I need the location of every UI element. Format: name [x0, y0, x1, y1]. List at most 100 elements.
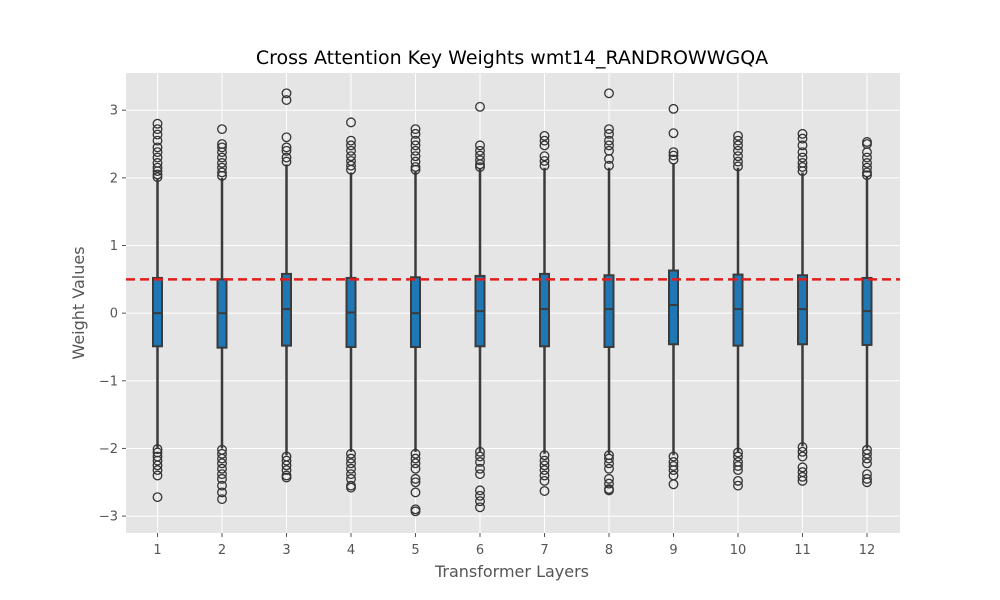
box — [732, 273, 744, 347]
y-tick-label: 3 — [110, 104, 118, 119]
outlier-point — [475, 140, 485, 151]
box-group — [410, 124, 421, 517]
outlier-point — [410, 140, 421, 151]
outlier-point — [410, 151, 421, 162]
outlier-point — [733, 145, 743, 156]
outlier-point — [281, 142, 292, 153]
outlier-point — [346, 448, 356, 459]
box — [668, 269, 679, 346]
outlier-point — [862, 162, 872, 173]
outlier-point — [152, 152, 163, 163]
outlier-point — [539, 130, 550, 141]
box — [152, 276, 163, 348]
box-group — [216, 124, 228, 505]
outlier-point — [797, 140, 808, 151]
outlier-point — [217, 124, 227, 135]
box-group — [668, 103, 679, 490]
outlier-point — [217, 152, 227, 163]
outlier-point — [733, 161, 743, 172]
outlier-point — [281, 472, 292, 483]
outlier-point — [475, 446, 485, 457]
outlier-point — [152, 118, 163, 129]
outlier-point — [217, 458, 227, 469]
outlier-point — [604, 463, 614, 474]
outlier-point — [152, 124, 163, 135]
outlier-point — [733, 447, 743, 458]
outlier-point — [539, 465, 550, 476]
box-group — [152, 118, 163, 503]
outlier-point — [152, 166, 163, 177]
outlier-point — [410, 458, 421, 469]
outlier-point — [797, 451, 808, 462]
outlier-point — [217, 453, 227, 464]
outlier-point — [733, 135, 743, 146]
outlier-point — [604, 153, 614, 164]
outlier-point — [281, 88, 292, 99]
x-tick-label: 12 — [859, 543, 876, 558]
outlier-point — [604, 140, 614, 151]
outlier-point — [152, 444, 163, 455]
box — [539, 272, 550, 348]
outlier-point — [152, 162, 163, 173]
outlier-point — [604, 128, 614, 139]
outlier-point — [668, 461, 679, 471]
outlier-point — [862, 453, 872, 464]
outlier-point — [668, 465, 679, 476]
x-tick-label: 11 — [794, 543, 811, 558]
outlier-point — [346, 482, 356, 493]
outlier-point — [346, 160, 356, 171]
outlier-point — [346, 145, 356, 156]
outlier-point — [475, 451, 485, 462]
x-tick-label: 2 — [218, 543, 226, 558]
outlier-point — [281, 156, 292, 167]
outlier-point — [539, 155, 550, 166]
outlier-point — [475, 502, 485, 513]
outlier-point — [281, 95, 292, 106]
outlier-point — [862, 152, 872, 163]
outlier-point — [152, 142, 163, 153]
box — [410, 276, 421, 348]
outlier-point — [346, 164, 356, 175]
outlier-point — [217, 463, 227, 474]
outlier-point — [797, 128, 808, 139]
outlier-point — [604, 124, 614, 135]
x-tick-label: 4 — [347, 543, 355, 558]
outlier-point — [281, 132, 292, 143]
y-tick-label: 0 — [110, 307, 118, 322]
outlier-point — [862, 448, 872, 459]
outlier-point — [668, 479, 679, 490]
x-tick-label: 1 — [153, 543, 161, 558]
outlier-point — [668, 150, 679, 161]
outlier-point — [410, 162, 421, 172]
outlier-point — [862, 167, 872, 178]
y-tick-label: −3 — [99, 510, 118, 525]
box-group — [861, 137, 873, 488]
outlier-point — [668, 147, 679, 158]
outlier-point — [604, 473, 614, 484]
outlier-point — [733, 156, 743, 167]
outlier-point — [539, 460, 550, 471]
outlier-point — [475, 159, 485, 170]
outlier-point — [217, 487, 227, 498]
outlier-point — [281, 152, 292, 163]
outlier-point — [152, 460, 163, 471]
outlier-point — [668, 103, 679, 114]
chart-title: Cross Attention Key Weights wmt14_RANDRO… — [256, 47, 768, 69]
outlier-point — [475, 145, 485, 156]
outlier-point — [797, 442, 808, 453]
outlier-point — [797, 471, 808, 482]
outlier-point — [797, 446, 808, 457]
box-group — [797, 128, 808, 486]
outlier-point — [604, 88, 614, 99]
outlier-point — [410, 135, 421, 146]
x-tick-label: 5 — [411, 543, 419, 558]
outlier-point — [410, 477, 421, 488]
box-group — [281, 88, 292, 483]
outlier-point — [475, 457, 485, 467]
outlier-point — [217, 167, 227, 178]
outlier-point — [475, 101, 485, 112]
outlier-point — [346, 151, 356, 162]
outlier-point — [475, 496, 485, 507]
outlier-point — [346, 140, 356, 151]
